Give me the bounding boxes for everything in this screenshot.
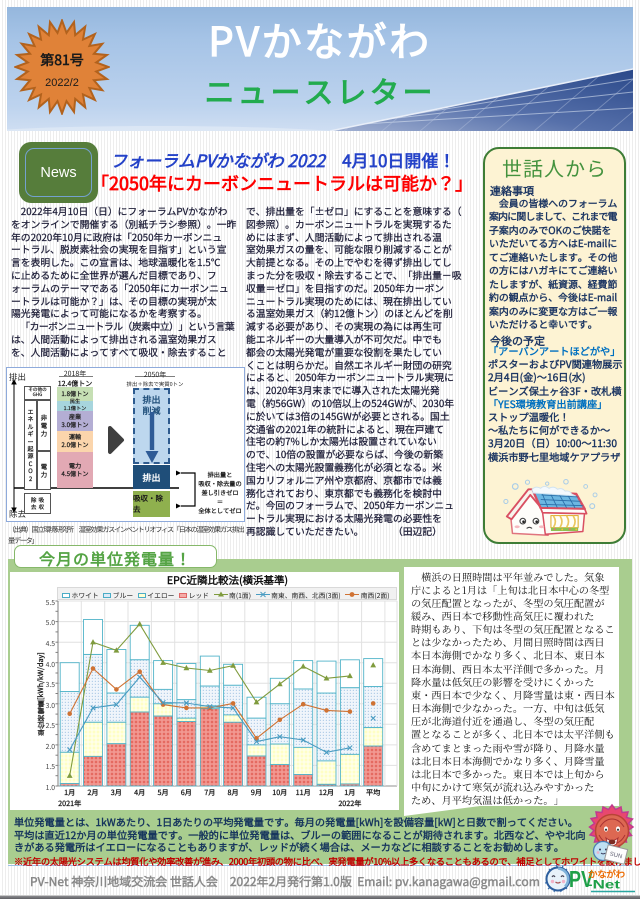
svg-text:-Net: -Net bbox=[587, 878, 620, 892]
svg-text:かながわ: かながわ bbox=[588, 867, 626, 881]
svg-text:SUN: SUN bbox=[609, 852, 623, 861]
svg-text:PV: PV bbox=[569, 866, 594, 892]
